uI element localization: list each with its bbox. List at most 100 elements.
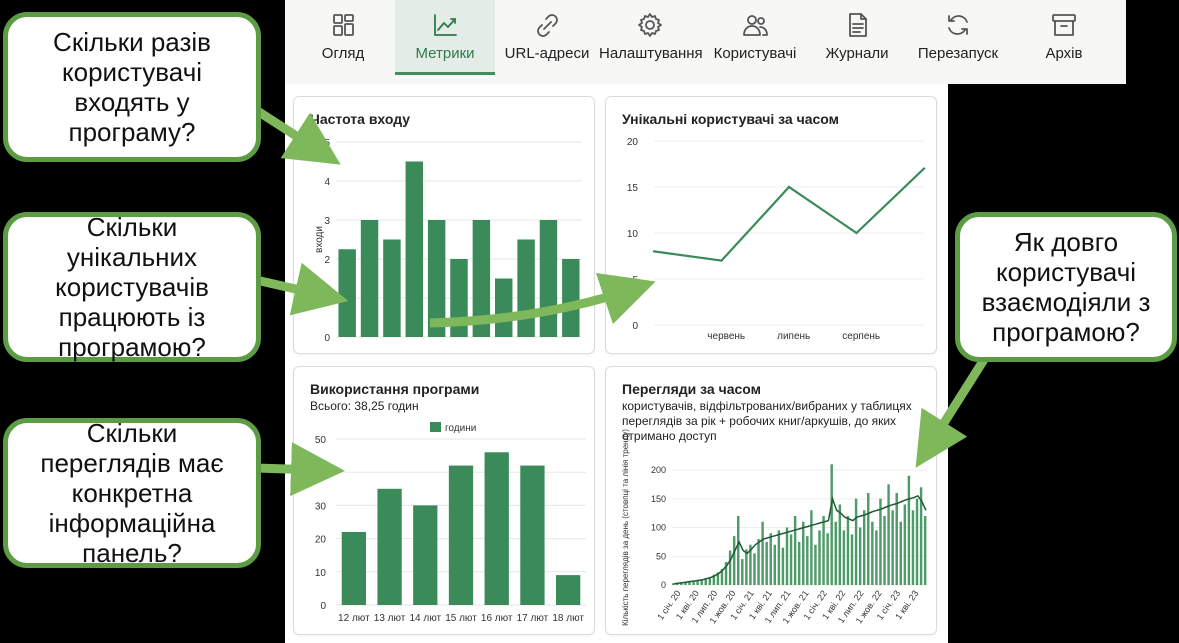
bar: [907, 475, 911, 585]
bar: [846, 516, 850, 585]
bar: [834, 521, 837, 585]
bar: [850, 534, 854, 585]
y-tick-label: 200: [651, 465, 666, 475]
bar: [895, 493, 898, 585]
bar: [757, 539, 760, 585]
tab-label: URL-адреси: [504, 45, 590, 62]
y-tick-label: 50: [315, 435, 327, 446]
bar: [700, 579, 703, 585]
bar: [716, 572, 720, 585]
bar: [773, 544, 777, 585]
bar: [450, 259, 468, 337]
data-point: [855, 231, 858, 235]
trend-chart-icon: [430, 10, 460, 40]
bar: [858, 527, 862, 585]
legend-swatch: [430, 422, 441, 432]
login-frequency-card: Частота входу 0 1 2 3 4 5 входи: [293, 96, 595, 354]
bar: [883, 516, 886, 585]
bar: [708, 576, 712, 585]
bar: [338, 249, 356, 337]
y-tick-label: 10: [315, 568, 327, 579]
bar: [862, 510, 866, 585]
bar: [383, 239, 401, 337]
bar: [360, 220, 379, 337]
bar: [793, 516, 797, 585]
bar: [830, 464, 833, 585]
login-frequency-chart: 0 1 2 3 4 5 входи: [314, 138, 582, 344]
y-tick-label: 4: [324, 177, 330, 188]
bar: [765, 541, 768, 585]
bar: [842, 530, 846, 585]
tab-label: Перезапуск: [917, 45, 999, 62]
bar: [377, 488, 402, 605]
bar: [495, 278, 513, 337]
tab-document[interactable]: Журнали: [807, 0, 907, 72]
tab-bar: Огляд Метрики URL-адреси Налаштування Корист…: [285, 0, 1126, 85]
tab-trend-chart[interactable]: Метрики: [395, 0, 495, 75]
dark-backdrop: [948, 84, 1179, 643]
x-tick-label: 15 лют: [445, 613, 477, 624]
bar: [822, 516, 825, 585]
tab-label: Журнали: [825, 45, 889, 62]
tab-refresh[interactable]: Перезапуск: [907, 0, 1009, 72]
archive-icon: [1049, 10, 1079, 40]
tab-link[interactable]: URL-адреси: [497, 0, 597, 72]
x-tick-label: 13 лют: [374, 613, 406, 624]
bar: [923, 516, 927, 585]
bar: [688, 581, 691, 585]
tab-label: Користувачі: [713, 45, 797, 62]
app-usage-card: Використання програми Всього: 38,25 годи…: [293, 366, 595, 635]
bar: [871, 521, 874, 585]
card-subtitle: Всього: 38,25 годин: [310, 399, 419, 413]
bar: [539, 220, 558, 337]
y-tick-label: 20: [315, 535, 327, 546]
card-subtitle: користувачів, відфільтрованих/вибраних у…: [622, 399, 912, 443]
callout-interaction-duration: Як довго користувачі взаємодіяли з прогр…: [955, 212, 1177, 362]
x-tick-label: червень: [707, 331, 745, 342]
y-tick-label: 5: [632, 275, 638, 286]
bar: [556, 575, 581, 605]
y-tick-label: 0: [661, 580, 666, 590]
bar: [789, 534, 793, 585]
bar: [472, 220, 491, 337]
bar: [802, 521, 805, 585]
views-over-time-chart: 0 50 100 150 200 Кількість переглядів за день…: [621, 429, 928, 626]
bar: [484, 452, 509, 605]
bar: [879, 498, 882, 585]
bar: [838, 504, 842, 585]
y-tick-label: 15: [627, 183, 639, 194]
tab-archive[interactable]: Архів: [1011, 0, 1117, 72]
bar: [919, 487, 923, 585]
bar: [341, 531, 366, 605]
bar: [692, 580, 695, 585]
tab-label: Налаштування: [599, 45, 703, 62]
bar: [761, 521, 764, 585]
bar: [777, 530, 781, 585]
bar: [737, 516, 740, 585]
tab-users[interactable]: Користувачі: [705, 0, 805, 72]
data-point: [922, 167, 926, 170]
refresh-icon: [943, 10, 973, 40]
bar: [899, 521, 902, 585]
tab-gear[interactable]: Налаштування: [599, 0, 703, 72]
tab-label: Огляд: [321, 45, 365, 62]
x-tick-label: липень: [777, 331, 810, 342]
bar: [867, 493, 870, 585]
tab-label: Архів: [1045, 45, 1083, 62]
bar: [517, 239, 535, 337]
x-tick-label: 12 лют: [338, 613, 370, 624]
series-line: [653, 167, 925, 262]
bar: [749, 544, 752, 585]
y-tick-label: 100: [651, 523, 666, 533]
bar: [732, 536, 736, 585]
data-point: [652, 250, 656, 253]
bar: [854, 498, 858, 585]
y-tick-label: 40: [315, 468, 327, 479]
card-title: Перегляди за часом: [622, 381, 761, 397]
bar: [413, 505, 438, 605]
tab-grid[interactable]: Огляд: [299, 0, 387, 72]
bar: [448, 465, 474, 605]
data-point: [787, 185, 791, 189]
bar: [818, 530, 821, 585]
